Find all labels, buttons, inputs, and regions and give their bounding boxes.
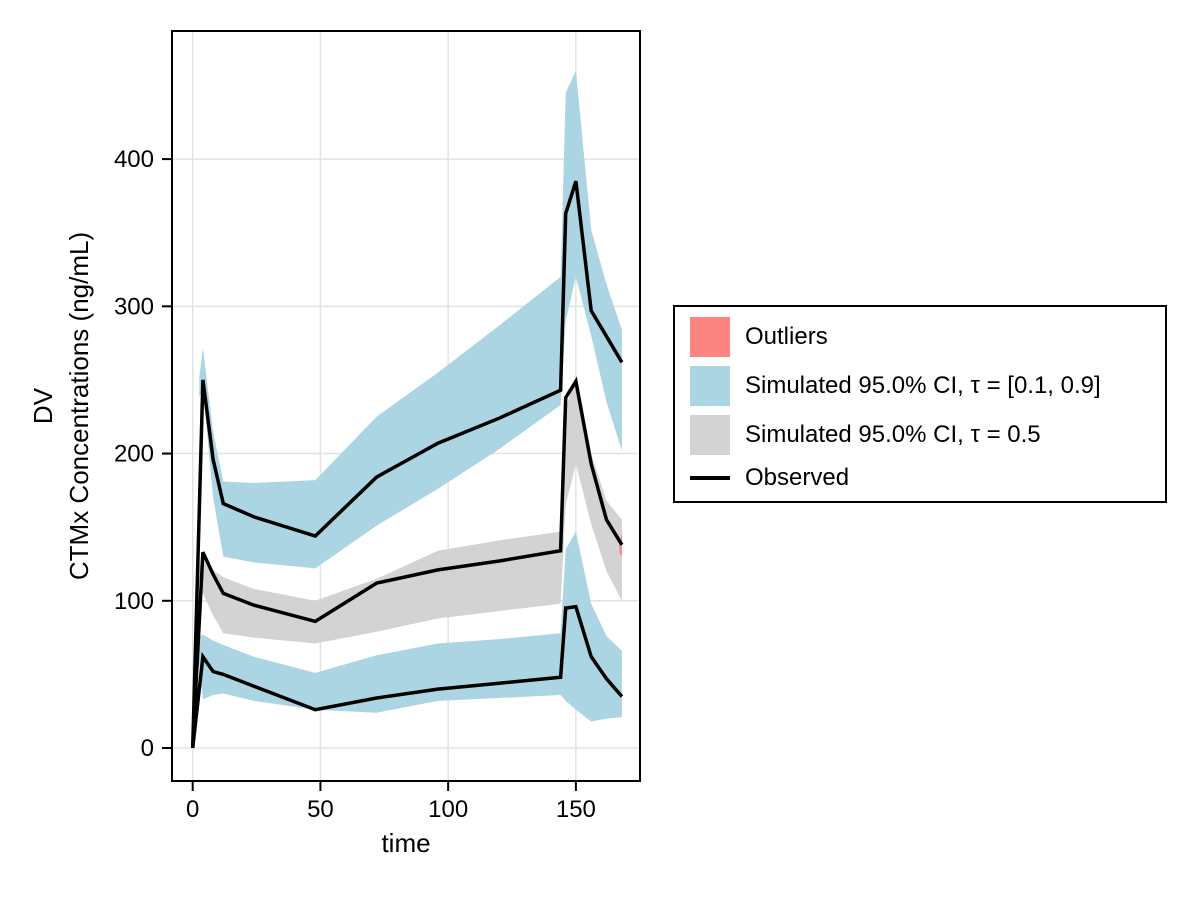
- legend-label-ci-outer: Simulated 95.0% CI, τ = [0.1, 0.9]: [745, 371, 1101, 399]
- legend-row-ci-outer: Simulated 95.0% CI, τ = [0.1, 0.9]: [690, 365, 1157, 406]
- legend-label-ci-median: Simulated 95.0% CI, τ = 0.5: [745, 420, 1041, 448]
- observed-median-line: [190, 376, 624, 749]
- outliers-swatch: [690, 316, 730, 357]
- simulated-ci-outer-band: [199, 70, 622, 569]
- y-tick-label: 400: [114, 146, 154, 173]
- observed-90th-line: [190, 180, 624, 749]
- legend-row-ci-median: Simulated 95.0% CI, τ = 0.5: [690, 414, 1157, 455]
- ci-median-swatch: [690, 414, 730, 455]
- y-tick-label: 200: [114, 441, 154, 468]
- y-tick-label: 0: [141, 735, 154, 762]
- x-tick-label: 100: [428, 796, 468, 823]
- simulated-ci-median-band: [198, 374, 622, 644]
- legend-box: Outliers Simulated 95.0% CI, τ = [0.1, 0…: [673, 305, 1167, 503]
- ci-outer-swatch: [690, 365, 730, 406]
- legend-row-outliers: Outliers: [690, 316, 1157, 357]
- legend-label-observed: Observed: [745, 463, 850, 491]
- y-axis-label-concentration: CTMx Concentrations (ng/mL): [64, 232, 94, 580]
- observed-10th-line: [190, 604, 624, 749]
- x-tick-label: 150: [556, 796, 596, 823]
- x-axis-label: time: [381, 828, 430, 858]
- plot-frame: [171, 30, 641, 782]
- x-tick-label: 50: [307, 796, 334, 823]
- y-tick-label: 300: [114, 293, 154, 320]
- simulated-ci-outer-band: [197, 531, 622, 722]
- y-tick-label: 100: [114, 588, 154, 615]
- observed-line-swatch: [690, 475, 730, 480]
- x-tick-label: 0: [186, 796, 199, 823]
- legend-row-observed: Observed: [690, 464, 1157, 492]
- legend-label-outliers: Outliers: [745, 322, 828, 350]
- y-axis-label-dv: DV: [28, 387, 58, 424]
